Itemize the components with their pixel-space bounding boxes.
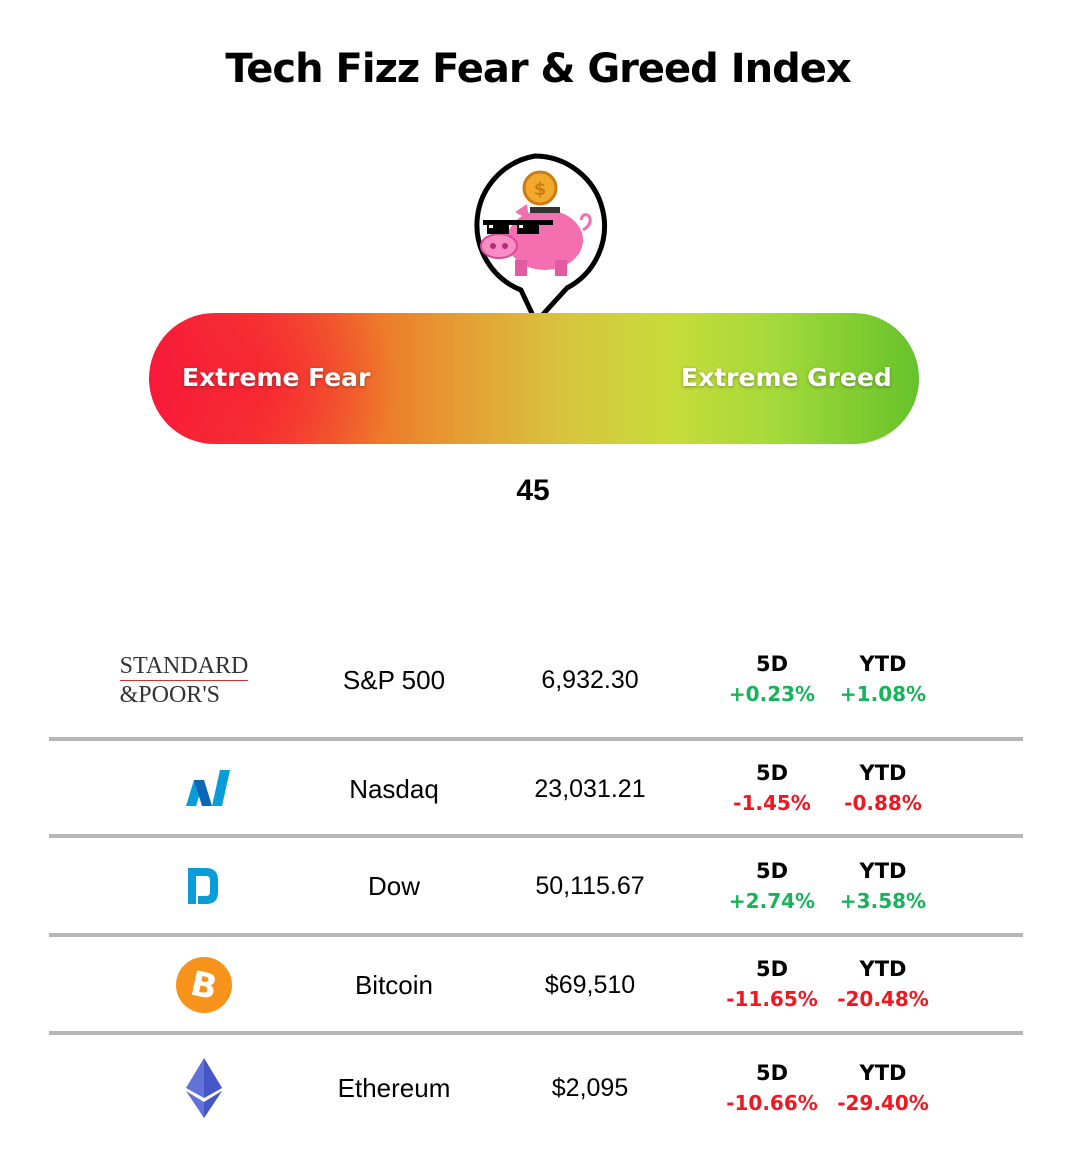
table-row: Dow 50,115.67 5D +2.74% YTD +3.58%: [49, 838, 1023, 934]
perf-value: +1.08%: [839, 682, 927, 706]
asset-name: Ethereum: [337, 1072, 451, 1103]
row-divider: [49, 737, 1023, 741]
standard-and-poors-logo: STANDARD &POOR'S: [119, 632, 249, 728]
perf-ytd: YTD -20.48%: [828, 954, 938, 1014]
perf-header: 5D: [755, 957, 789, 981]
perf-header: YTD: [859, 957, 907, 981]
asset-price: $2,095: [551, 1073, 629, 1102]
perf-value: -10.66%: [726, 1091, 818, 1115]
asset-name: S&P 500: [342, 664, 446, 695]
page-title: Tech Fizz Fear & Greed Index: [225, 46, 851, 92]
svg-text:$: $: [534, 179, 547, 200]
index-value: 45: [516, 474, 550, 507]
logo-text: &POOR'S: [119, 679, 249, 709]
table-row: STANDARD &POOR'S S&P 500 6,932.30 5D +0.…: [49, 632, 1023, 728]
perf-value: -11.65%: [726, 987, 818, 1011]
perf-ytd: YTD -29.40%: [828, 1058, 938, 1118]
perf-value: -1.45%: [733, 791, 811, 815]
perf-value: +3.58%: [839, 889, 927, 913]
perf-header: 5D: [755, 652, 789, 676]
perf-header: YTD: [859, 859, 907, 883]
perf-ytd: YTD +1.08%: [828, 649, 938, 709]
perf-5d: 5D -11.65%: [717, 954, 827, 1014]
asset-price: 50,115.67: [535, 871, 645, 900]
perf-value: +2.74%: [728, 889, 816, 913]
table-row: Ethereum $2,095 5D -10.66% YTD -29.40%: [49, 1040, 1023, 1136]
asset-name: Nasdaq: [349, 773, 439, 804]
asset-price: 6,932.30: [541, 665, 639, 694]
perf-5d: 5D -1.45%: [717, 758, 827, 818]
perf-header: YTD: [859, 1061, 907, 1085]
asset-price: $69,510: [544, 970, 636, 999]
row-divider: [49, 933, 1023, 937]
logo-text: STANDARD: [119, 652, 249, 679]
perf-header: 5D: [755, 859, 789, 883]
asset-price: 23,031.21: [534, 774, 646, 803]
perf-ytd: YTD +3.58%: [828, 856, 938, 916]
perf-ytd: YTD -0.88%: [828, 758, 938, 818]
row-divider: [49, 1031, 1023, 1035]
perf-header: 5D: [755, 1061, 789, 1085]
piggy-bank-marker-icon: $: [465, 153, 608, 325]
perf-5d: 5D +0.23%: [717, 649, 827, 709]
asset-name: Bitcoin: [354, 969, 434, 1000]
perf-5d: 5D -10.66%: [717, 1058, 827, 1118]
asset-name: Dow: [367, 870, 420, 901]
fear-greed-gauge: [149, 313, 919, 444]
perf-header: 5D: [755, 761, 789, 785]
perf-5d: 5D +2.74%: [717, 856, 827, 916]
dow-icon: [149, 838, 259, 934]
table-row: B Bitcoin $69,510 5D -11.65% YTD -20.48%: [49, 937, 1023, 1033]
extreme-fear-label: Extreme Fear: [182, 363, 371, 392]
row-divider: [49, 834, 1023, 838]
nasdaq-icon: [149, 741, 259, 837]
perf-value: -20.48%: [837, 987, 929, 1011]
perf-value: -29.40%: [837, 1091, 929, 1115]
table-row: Nasdaq 23,031.21 5D -1.45% YTD -0.88%: [49, 741, 1023, 837]
perf-header: YTD: [859, 761, 907, 785]
perf-value: -0.88%: [844, 791, 922, 815]
extreme-greed-label: Extreme Greed: [681, 363, 892, 392]
perf-header: YTD: [859, 652, 907, 676]
perf-value: +0.23%: [728, 682, 816, 706]
ethereum-icon: [149, 1040, 259, 1136]
bitcoin-icon: B: [149, 937, 259, 1033]
